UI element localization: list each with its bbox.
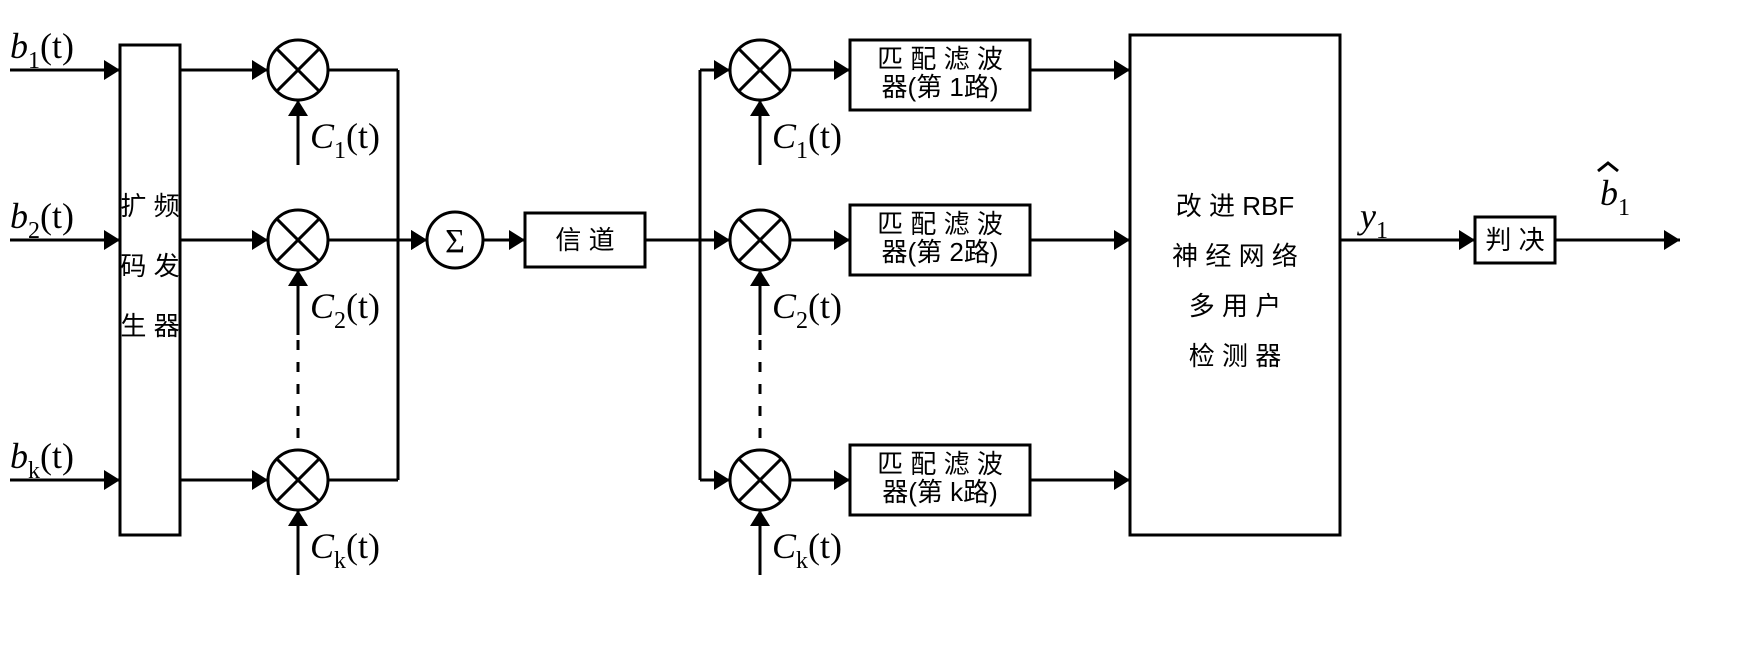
channel-box: 信 道 xyxy=(525,213,645,267)
svg-text:神 经 网 络: 神 经 网 络 xyxy=(1172,241,1298,271)
svg-text:器(第 2路): 器(第 2路) xyxy=(881,237,998,267)
input-label-bk: bk(t) xyxy=(10,436,74,484)
diagram: b1(t) b2(t) bk(t) 扩 频码 发生 器 C1(t) C2(t) Ck(t) Σ… xyxy=(10,26,1680,575)
input-label-b1: b1(t) xyxy=(10,26,74,74)
mix-rx-k xyxy=(730,450,790,510)
summation: Σ xyxy=(427,212,483,268)
decision-box: 判 决 xyxy=(1475,217,1555,263)
mix-rx-1 xyxy=(730,40,790,100)
mix-rx-2-code-label: C2(t) xyxy=(772,286,842,334)
mf-k: 匹 配 滤 波器(第 k路) xyxy=(850,445,1030,515)
svg-text:匹 配 滤 波: 匹 配 滤 波 xyxy=(877,209,1003,239)
input-label-b2: b2(t) xyxy=(10,196,74,244)
svg-text:信 道: 信 道 xyxy=(555,225,614,255)
svg-text:判 决: 判 决 xyxy=(1485,225,1544,255)
rbf-detector: 改 进 RBF 神 经 网 络多 用 户检 测 器 xyxy=(1130,35,1340,535)
mix-rx-1-code-label: C1(t) xyxy=(772,116,842,164)
mix-tx-2-code-label: C2(t) xyxy=(310,286,380,334)
svg-text:生 器: 生 器 xyxy=(120,311,179,341)
mix-tx-2 xyxy=(268,210,328,270)
svg-text:码 发: 码 发 xyxy=(120,251,179,281)
svg-text:多 用 户: 多 用 户 xyxy=(1189,291,1281,321)
svg-text:Σ: Σ xyxy=(445,223,465,260)
svg-text:改 进 RBF: 改 进 RBF xyxy=(1176,191,1294,221)
mix-rx-2 xyxy=(730,210,790,270)
svg-text:匹 配 滤 波: 匹 配 滤 波 xyxy=(877,44,1003,74)
spread-code-generator: 扩 频码 发生 器 xyxy=(120,45,180,535)
output-y1-label: y1 xyxy=(1357,196,1388,244)
mix-tx-1 xyxy=(268,40,328,100)
mf-1: 匹 配 滤 波器(第 1路) xyxy=(850,40,1030,110)
mix-rx-k-code-label: Ck(t) xyxy=(772,526,842,574)
mix-tx-k xyxy=(268,450,328,510)
mix-tx-k-code-label: Ck(t) xyxy=(310,526,380,574)
output-bhat-label: b1 xyxy=(1600,173,1630,221)
mf-2: 匹 配 滤 波器(第 2路) xyxy=(850,205,1030,275)
hat-icon xyxy=(1598,163,1618,171)
svg-text:匹 配 滤 波: 匹 配 滤 波 xyxy=(877,449,1003,479)
svg-text:检 测 器: 检 测 器 xyxy=(1189,341,1281,371)
svg-text:扩 频: 扩 频 xyxy=(120,191,179,221)
svg-text:器(第 k路): 器(第 k路) xyxy=(882,477,998,507)
svg-text:器(第 1路): 器(第 1路) xyxy=(881,72,998,102)
mix-tx-1-code-label: C1(t) xyxy=(310,116,380,164)
